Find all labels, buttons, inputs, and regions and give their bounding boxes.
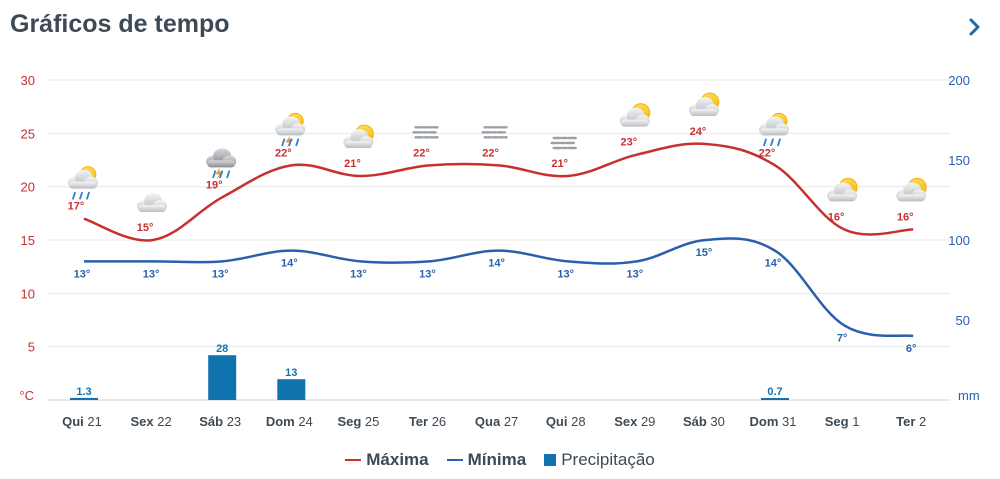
y-right-tick-label: 150 xyxy=(948,153,970,168)
next-chevron-icon[interactable] xyxy=(960,10,990,44)
min-point-label: 6° xyxy=(906,343,917,355)
y-right-tick-label: 50 xyxy=(956,313,970,328)
sun-cloud-rain-icon xyxy=(68,166,98,200)
min-point-label: 13° xyxy=(350,268,367,280)
cloud-icon xyxy=(137,193,168,212)
y-right-tick-label: 200 xyxy=(948,73,970,88)
legend-label-max: Máxima xyxy=(366,450,429,469)
fog-icon xyxy=(412,126,441,139)
min-point-label: 14° xyxy=(765,258,782,270)
max-point-label: 22° xyxy=(482,147,499,159)
x-tick-label: Ter 2 xyxy=(896,414,926,429)
y-left-tick-label: 15 xyxy=(21,233,35,248)
max-point-label: 16° xyxy=(897,211,914,223)
min-point-label: 14° xyxy=(281,258,298,270)
x-tick-label: Qua 27 xyxy=(475,414,518,429)
max-point-label: 19° xyxy=(206,179,223,191)
sun-thunderstorm-icon xyxy=(275,112,306,149)
max-point-label: 24° xyxy=(690,126,707,138)
min-point-label: 7° xyxy=(837,332,848,344)
min-point-label: 13° xyxy=(419,268,436,280)
weather-chart: 5 10 15 20 25 30 °C 50 100 150 200 mm Qui 21 Sex 22 Sá… xyxy=(19,73,980,429)
y-left-tick-label: 5 xyxy=(28,340,35,355)
x-tick-label: Sex 29 xyxy=(614,414,655,429)
min-point-label: 13° xyxy=(557,268,574,280)
min-point-label: 14° xyxy=(488,258,505,270)
y-left-tick-label: 30 xyxy=(21,73,35,88)
max-point-label: 22° xyxy=(275,147,292,159)
legend-label-min: Mínima xyxy=(467,450,527,469)
legend-item-min[interactable]: Mínima xyxy=(446,450,527,470)
precipitation-bar xyxy=(208,355,237,400)
precipitation-label: 1.3 xyxy=(76,386,91,398)
x-tick-label: Ter 26 xyxy=(409,414,446,429)
y-left-tick-label: 25 xyxy=(21,126,35,141)
x-tick-label: Qui 21 xyxy=(62,414,102,429)
precipitation-bar xyxy=(70,397,98,400)
min-point-label: 13° xyxy=(143,268,160,280)
y-right-unit: mm xyxy=(958,388,980,403)
max-point-label: 21° xyxy=(551,158,568,170)
precipitation-label: 0.7 xyxy=(767,386,782,398)
max-point-label: 16° xyxy=(828,211,845,223)
legend-swatch-min xyxy=(446,459,463,461)
sun-cloud-icon xyxy=(688,92,720,116)
y-left-tick-label: 10 xyxy=(21,286,35,301)
max-point-label: 17° xyxy=(68,201,85,213)
legend-item-max[interactable]: Máxima xyxy=(345,450,429,470)
x-tick-label: Dom 24 xyxy=(266,414,313,429)
x-tick-label: Sáb 30 xyxy=(683,414,725,429)
max-point-label: 22° xyxy=(413,147,430,159)
fog-icon xyxy=(550,136,579,150)
min-point-label: 13° xyxy=(626,268,643,280)
sun-cloud-rain-icon xyxy=(759,112,789,147)
precipitation-bar xyxy=(277,379,306,400)
y-left-tick-label: 20 xyxy=(21,180,35,195)
x-tick-label: Sáb 23 xyxy=(199,414,241,429)
chart-legend: Máxima Mínima Precipitação xyxy=(0,450,1000,470)
x-tick-label: Seg 1 xyxy=(825,414,860,429)
series-line-min xyxy=(84,237,914,338)
fog-icon xyxy=(481,126,510,139)
min-point-label: 13° xyxy=(74,268,91,280)
y-left-unit: °C xyxy=(19,388,34,403)
sun-cloud-icon xyxy=(619,103,651,127)
precipitation-label: 28 xyxy=(216,343,228,355)
sun-cloud-icon xyxy=(343,124,374,148)
max-point-label: 15° xyxy=(137,222,154,234)
min-point-label: 13° xyxy=(212,268,229,280)
x-tick-label: Dom 31 xyxy=(750,414,797,429)
series-line-max xyxy=(83,142,914,242)
thunderstorm-icon xyxy=(206,148,237,181)
precipitation-bar xyxy=(761,398,789,400)
legend-label-precip: Precipitação xyxy=(561,450,655,469)
sun-cloud-icon xyxy=(827,177,858,202)
max-point-label: 23° xyxy=(620,137,637,149)
sun-cloud-icon xyxy=(896,177,927,202)
y-right-tick-label: 100 xyxy=(948,233,970,248)
min-point-label: 15° xyxy=(696,247,713,259)
x-tick-label: Seg 25 xyxy=(337,414,379,429)
legend-item-precip[interactable]: Precipitação xyxy=(544,450,655,470)
precipitation-label: 13 xyxy=(285,367,297,379)
legend-swatch-precip xyxy=(544,454,557,466)
x-tick-label: Sex 22 xyxy=(130,414,171,429)
max-point-label: 21° xyxy=(344,158,361,170)
page-title: Gráficos de tempo xyxy=(10,10,230,38)
x-tick-label: Qui 28 xyxy=(546,414,586,429)
legend-swatch-max xyxy=(345,459,362,461)
max-point-label: 22° xyxy=(759,147,776,159)
